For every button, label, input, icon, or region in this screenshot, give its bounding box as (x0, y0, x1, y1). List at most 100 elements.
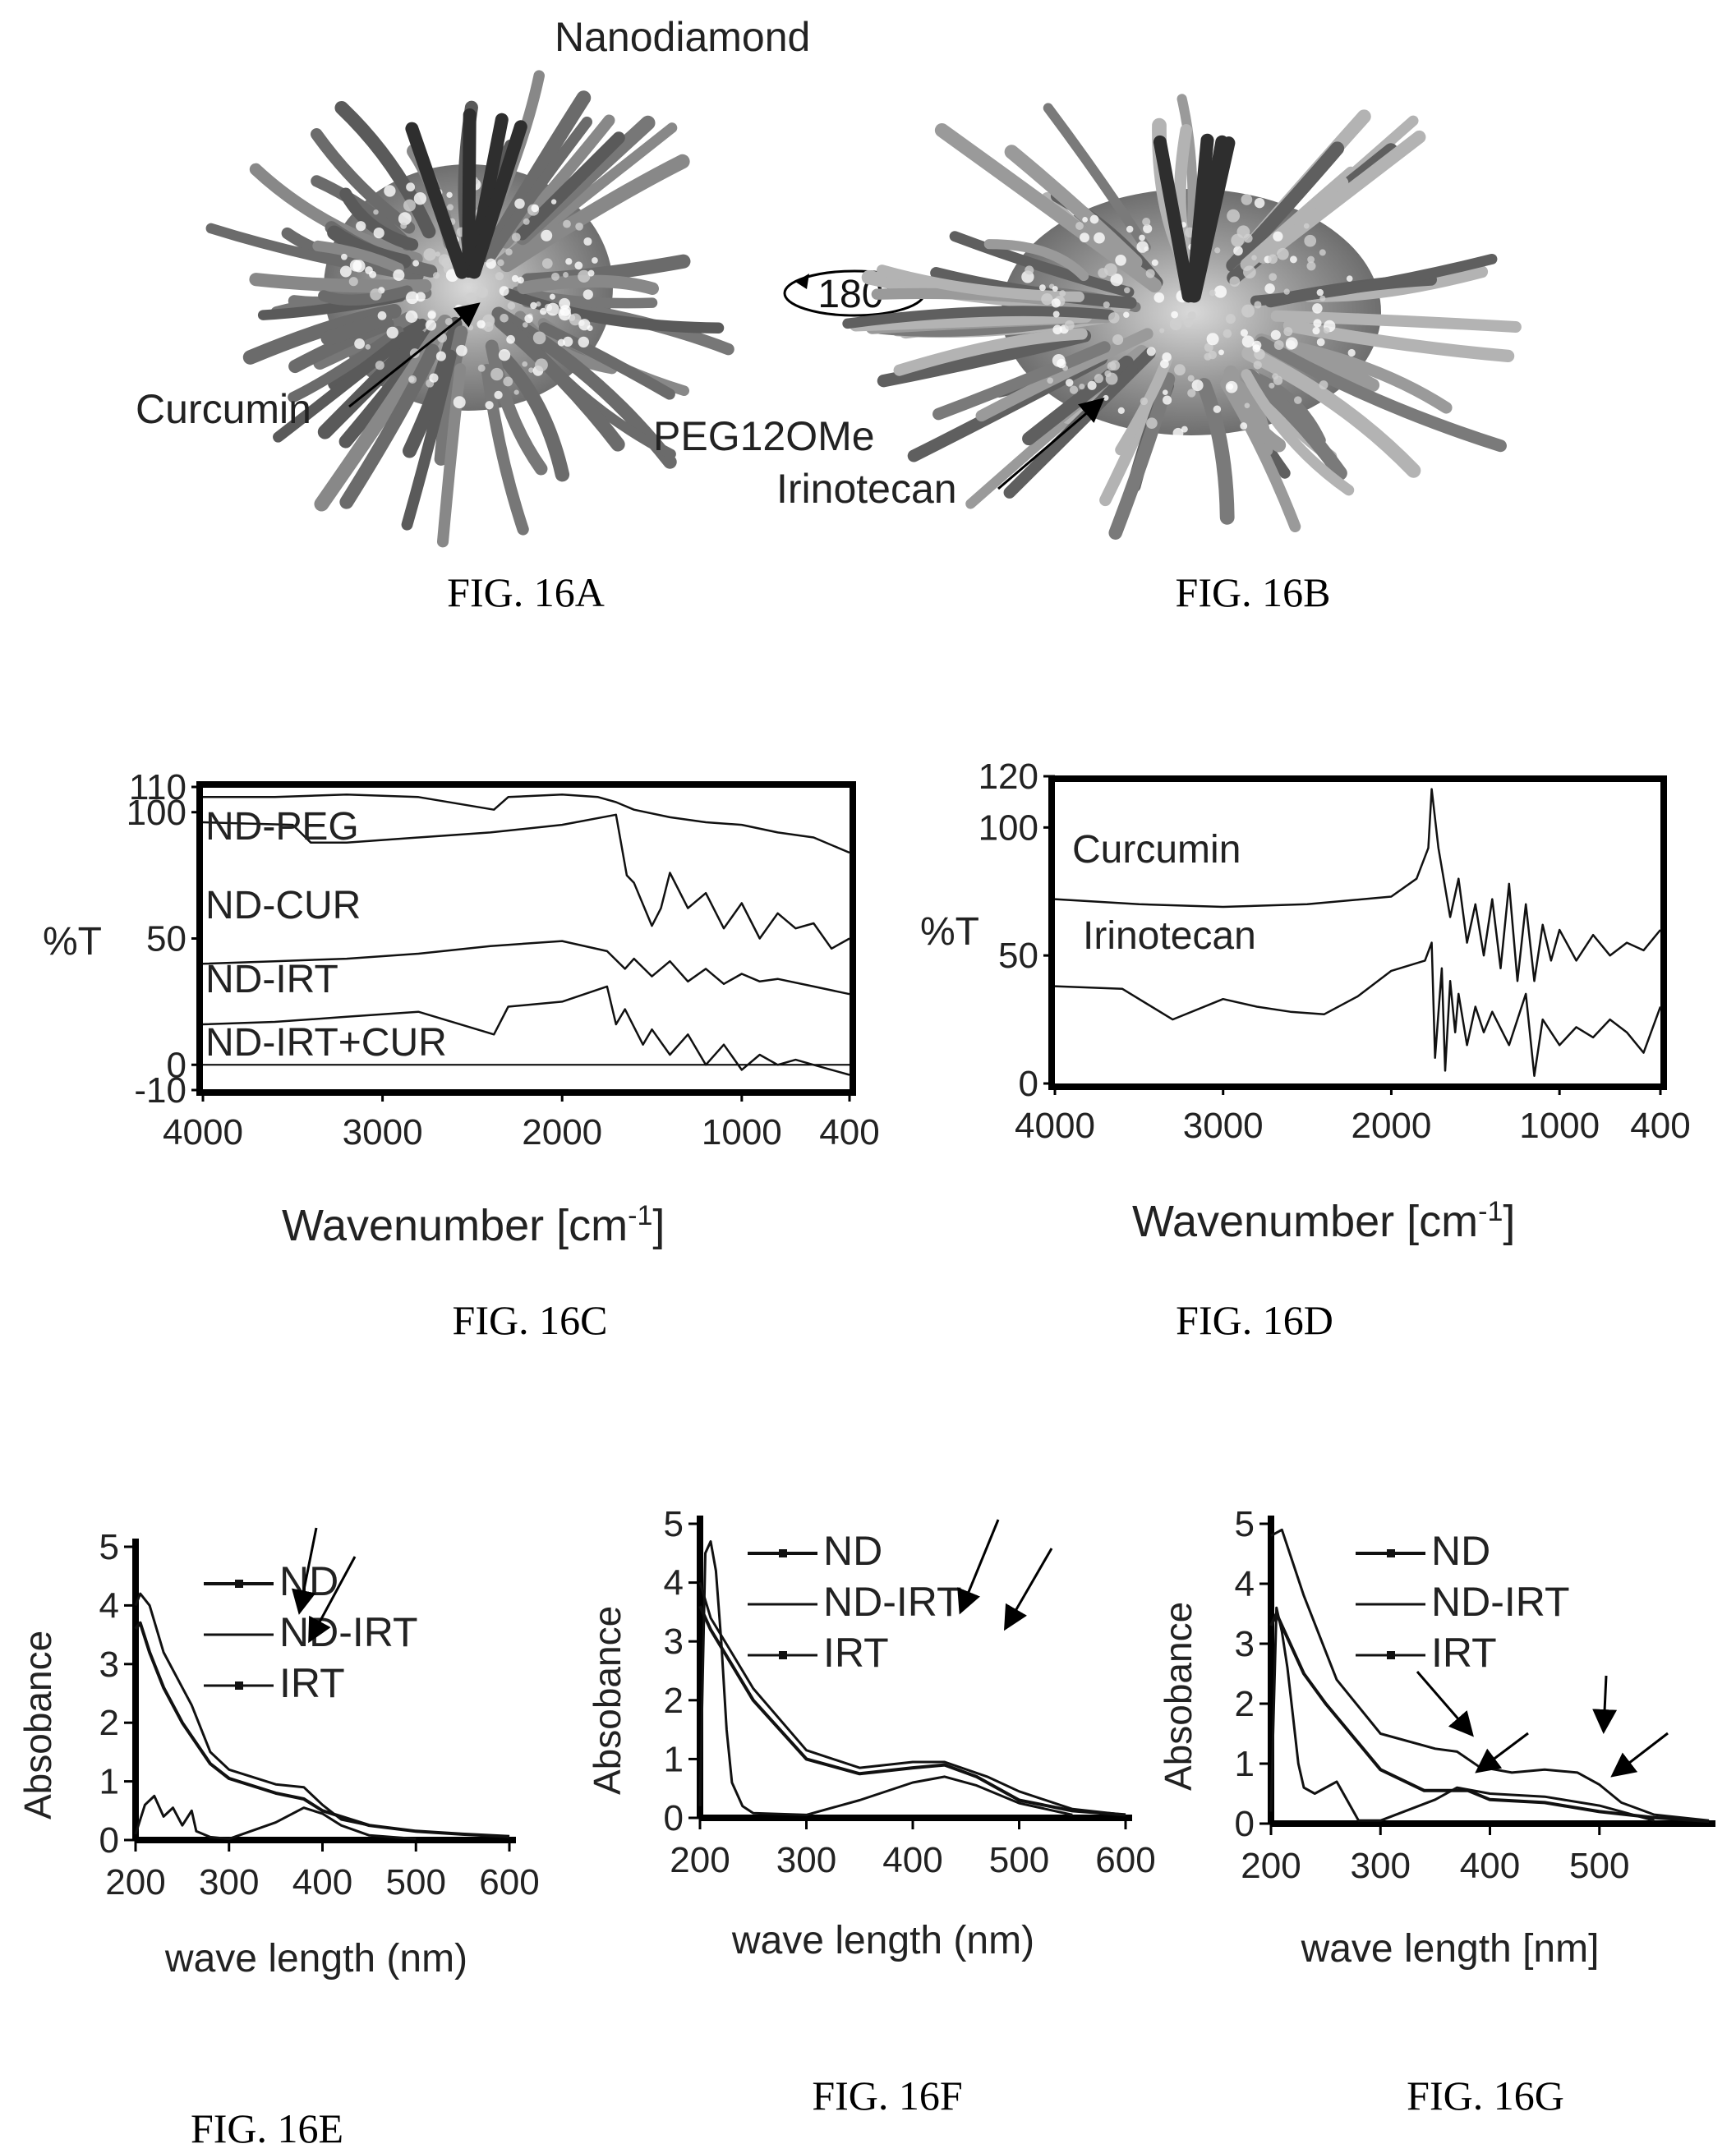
x-tick-label: 3000 (343, 1112, 423, 1152)
peg-chain (876, 265, 1084, 302)
x-axis-label-16d: Wavenumber [cm-1] (1132, 1196, 1515, 1246)
peg-chain (314, 314, 453, 512)
label-nanodiamond: Nanodiamond (555, 14, 810, 60)
y-tick-label: 50 (146, 919, 186, 959)
y-tick-label: -10 (134, 1070, 186, 1111)
drug-molecule (1312, 327, 1320, 335)
x-tick-label: 400 (292, 1862, 352, 1902)
drug-molecule (1089, 214, 1099, 224)
chart-marks-16f: 0 1 2 3 4 5 200 300 400 500 600 ND ND-IRT IRT (664, 1504, 1156, 1880)
drug-molecule (1269, 382, 1275, 389)
drug-molecule (1319, 295, 1326, 301)
caption-fig-16d: FIG. 16D (1176, 1297, 1333, 1343)
drug-molecule (1227, 209, 1241, 223)
drug-molecule (1115, 255, 1126, 266)
drug-molecule (408, 375, 417, 384)
drug-molecule (373, 227, 384, 239)
drug-molecule (425, 320, 437, 331)
peg-chain (205, 223, 424, 282)
drug-molecule (477, 320, 486, 329)
drug-molecule (1231, 233, 1245, 247)
drug-molecule (373, 209, 379, 215)
legend-label: ND-IRT (823, 1579, 962, 1625)
drug-molecule (398, 212, 412, 226)
peg-chain (1255, 336, 1507, 453)
x-tick-label: 1000 (702, 1112, 782, 1152)
peg-chain (512, 286, 658, 309)
y-tick-label: 1 (1235, 1744, 1255, 1784)
peg-chain (983, 239, 1089, 282)
drug-molecule (583, 289, 593, 300)
drug-molecule (490, 367, 504, 381)
legend-nd-peg: ND-PEG (205, 805, 359, 849)
x-axis-label-16c: Wavenumber [cm-1] (282, 1200, 665, 1250)
x-axis-label-16g: wave length [nm] (1301, 1927, 1600, 1971)
drug-molecule (1047, 377, 1054, 384)
drug-molecule (1218, 349, 1224, 356)
drug-molecule (1225, 314, 1236, 324)
drug-molecule (511, 232, 521, 242)
drug-molecule (1094, 374, 1104, 384)
drug-molecule (511, 274, 519, 283)
series-line-nd-irt (202, 940, 850, 996)
drug-molecule (517, 276, 524, 284)
drug-molecule (435, 351, 446, 361)
peg-chain (517, 274, 659, 295)
drug-molecule (1252, 340, 1262, 350)
peg-chain (249, 273, 432, 293)
drug-molecule (1209, 289, 1216, 297)
drug-molecule (532, 331, 546, 345)
drug-molecule (1285, 337, 1298, 350)
y-tick-label: 1 (99, 1762, 119, 1802)
series-line-nd-irt (698, 1582, 1126, 1816)
drug-molecule (486, 258, 496, 269)
drug-molecule (446, 191, 453, 198)
drug-molecule (587, 324, 593, 332)
drug-molecule (513, 389, 519, 395)
drug-molecule (500, 314, 509, 323)
peg-chain (500, 114, 615, 249)
drug-molecule (375, 361, 384, 370)
drug-molecule (549, 293, 555, 300)
drug-molecule (1316, 338, 1325, 347)
peg-chain (339, 343, 440, 509)
drug-molecule (1038, 284, 1046, 292)
drug-molecule (406, 182, 416, 192)
drug-molecule (1254, 301, 1262, 309)
y-tick-label: 4 (1235, 1564, 1255, 1604)
legend-marker (1387, 1549, 1395, 1557)
drug-molecule (1052, 286, 1058, 292)
y-tick-label: 1 (664, 1739, 684, 1779)
drug-molecule (1123, 311, 1130, 318)
series-line-irinotecan (1054, 941, 1662, 1077)
x-tick-label: 4000 (163, 1112, 243, 1152)
nanodiamond-model-a (205, 70, 734, 548)
drug-molecule (1233, 246, 1243, 256)
drug-molecule (416, 292, 426, 302)
drug-molecule (1272, 373, 1278, 380)
y-tick-label: 2 (99, 1703, 119, 1743)
curcumin-molecule (405, 122, 469, 279)
drug-molecule (1162, 352, 1172, 362)
drug-molecule (1069, 385, 1079, 394)
peg-chain (1241, 346, 1421, 478)
drug-molecule (432, 272, 440, 279)
peak-arrow (308, 1556, 357, 1644)
drug-molecule (1283, 327, 1293, 337)
drug-molecule (1294, 396, 1302, 404)
series-line-irt (1269, 1606, 1655, 1822)
peak-arrow (1475, 1732, 1529, 1773)
drug-molecule (1052, 324, 1062, 335)
label-irinotecan: Irinotecan (776, 466, 957, 512)
drug-molecule (1181, 426, 1188, 433)
drug-molecule (1183, 318, 1194, 328)
peg-chain (1220, 378, 1301, 532)
drug-molecule (1109, 360, 1121, 371)
legend-nd-irt-cur: ND-IRT+CUR (205, 1021, 447, 1065)
drug-molecule (1244, 403, 1250, 409)
drug-molecule (1103, 394, 1109, 401)
